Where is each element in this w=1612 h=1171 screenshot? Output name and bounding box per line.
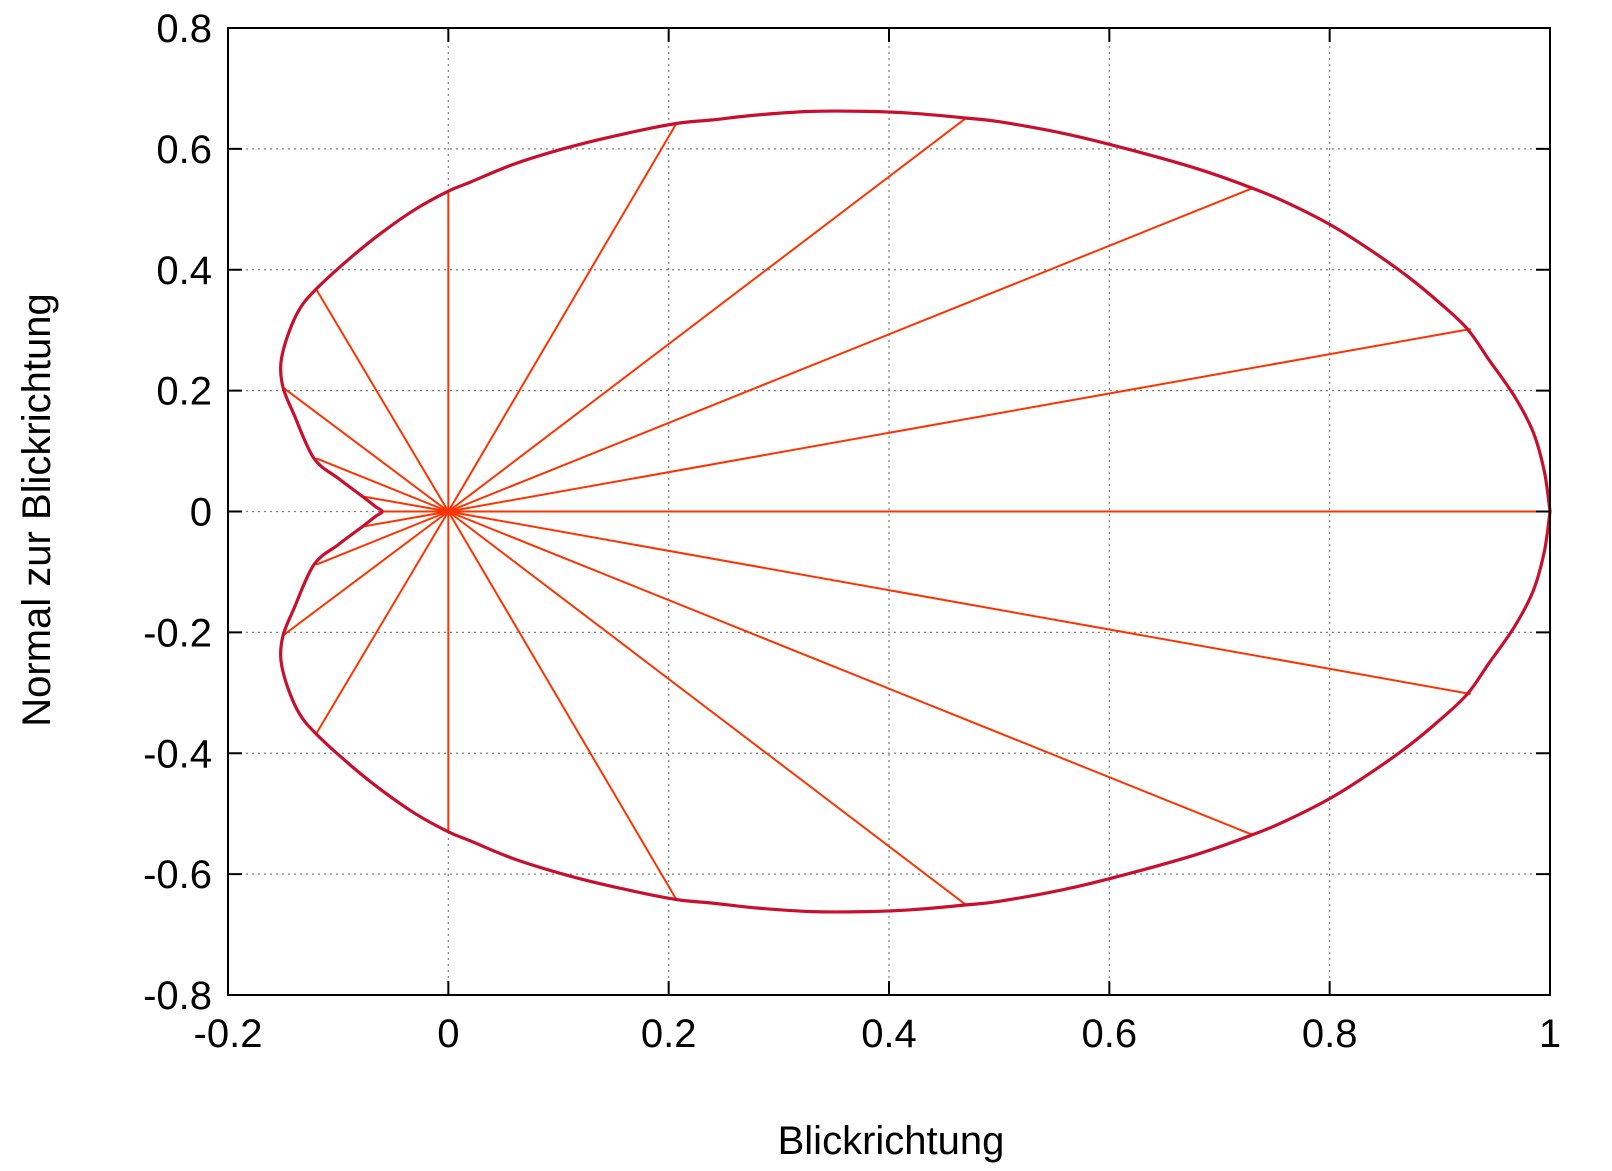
grid [228, 28, 1550, 995]
ray-line [448, 327, 1471, 513]
ray-line [315, 510, 450, 735]
ray-line [315, 288, 450, 513]
y-axis-ticks: -0.8 -0.6 -0.4 -0.2 0 0.2 0.4 0.6 0.8 [143, 7, 1550, 1018]
x-tick-label: 0.6 [1082, 1012, 1138, 1056]
ray-line [447, 510, 678, 901]
x-tick-label: 0 [437, 1012, 459, 1056]
ray-line [447, 510, 1253, 836]
ray-line [362, 495, 449, 513]
y-tick-label: 0.6 [156, 128, 212, 172]
x-tick-label: 0.4 [861, 1012, 917, 1056]
ray-line [315, 510, 449, 566]
y-axis-label: Normal zur Blickrichtung [15, 293, 59, 726]
ray-line [447, 122, 678, 513]
x-tick-label: 1 [1539, 1012, 1561, 1056]
y-tick-label: 0.4 [156, 249, 212, 293]
y-tick-label: 0 [190, 491, 212, 535]
ray-line [447, 510, 967, 906]
ray-line [315, 457, 449, 513]
x-tick-label: 0.2 [641, 1012, 697, 1056]
rays [282, 117, 1550, 906]
x-tick-label: -0.2 [194, 1012, 263, 1056]
x-tick-label: 0.8 [1302, 1012, 1358, 1056]
outline-curve [278, 109, 1552, 914]
y-tick-label: -0.2 [143, 611, 212, 655]
ray-line [447, 117, 967, 513]
ray-line [448, 510, 1471, 696]
ray-line [282, 386, 449, 513]
ray-line [282, 510, 449, 637]
ray-line [362, 510, 449, 528]
y-tick-label: -0.4 [143, 732, 212, 776]
ray-line [447, 187, 1253, 513]
y-tick-label: -0.8 [143, 974, 212, 1018]
y-tick-label: -0.6 [143, 853, 212, 897]
y-tick-label: 0.8 [156, 7, 212, 51]
y-tick-label: 0.2 [156, 370, 212, 414]
outline [278, 109, 1552, 914]
x-axis-ticks: -0.2 0 0.2 0.4 0.6 0.8 1 [194, 28, 1561, 1056]
x-axis-label: Blickrichtung [778, 1119, 1005, 1163]
